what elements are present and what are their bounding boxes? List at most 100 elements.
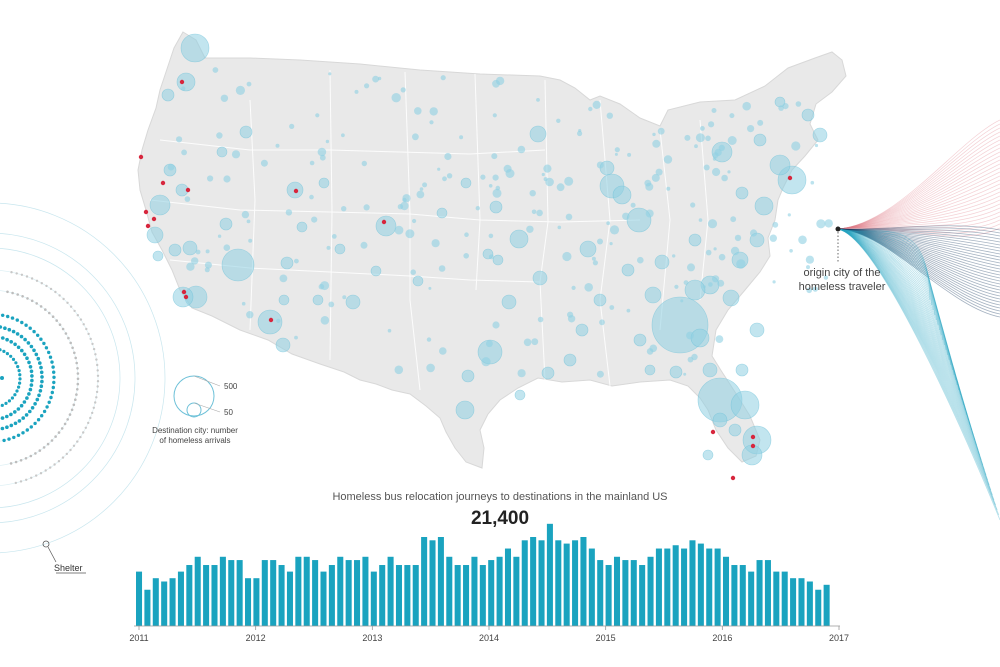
ring-dot (21, 431, 25, 435)
city-bubble (416, 190, 425, 199)
bar (697, 543, 704, 626)
bar (530, 537, 537, 626)
flow-line (837, 228, 974, 436)
city-bubble (541, 172, 545, 177)
flow-line (837, 228, 1000, 521)
city-bubble (429, 107, 438, 116)
city-bubble (742, 101, 751, 111)
ring-dot (17, 385, 21, 389)
ring-dot (45, 405, 49, 409)
city-bubble (708, 121, 715, 128)
bar (328, 565, 335, 626)
city-bubble (422, 182, 428, 188)
city-bubble (400, 87, 406, 93)
flow-line (837, 228, 958, 386)
flow-line (837, 159, 1000, 230)
ring-outer (0, 233, 136, 523)
city-bubble (694, 144, 698, 149)
ring-dot (94, 401, 97, 404)
city-bubble (652, 139, 661, 148)
city-bubble (684, 279, 706, 301)
ring-guide (0, 270, 99, 486)
city-bubble (823, 275, 829, 280)
bar (177, 571, 184, 626)
ring-dot (33, 402, 37, 406)
bar (798, 578, 805, 626)
ring-dot (36, 356, 41, 361)
ring-dot (79, 435, 82, 439)
ring-dot (75, 393, 78, 396)
legend-circle-small (186, 402, 202, 418)
ring-dot (9, 340, 13, 344)
ring-dot (67, 336, 70, 340)
city-bubble (442, 176, 447, 182)
legend-caption: Destination city: number of homeless arr… (152, 426, 238, 445)
city-bubble (609, 242, 613, 246)
ring-dot (72, 444, 76, 447)
ring-dot (49, 466, 52, 469)
city-bubble (320, 316, 330, 325)
flow-line (837, 228, 1000, 282)
destination-city-bubbles (146, 33, 833, 466)
ring-dot (30, 476, 33, 479)
city-bubble (627, 152, 632, 157)
city-bubble (492, 79, 500, 88)
city-bubble (354, 89, 359, 94)
us-map (137, 31, 847, 469)
bar (622, 560, 629, 626)
city-bubble (712, 167, 721, 177)
bar (580, 537, 587, 626)
city-bubble (312, 294, 324, 306)
city-bubble (721, 174, 728, 182)
ring-dot (47, 400, 51, 404)
ring-dot (95, 390, 99, 394)
ring-dot (10, 396, 14, 400)
ring-dot (87, 332, 90, 336)
flow-line (837, 228, 992, 491)
ring-dot (39, 365, 43, 370)
city-bubble (735, 363, 749, 377)
city-bubble (492, 321, 500, 329)
bar (706, 548, 713, 626)
ring-center-dot (0, 376, 4, 380)
city-bubble (294, 258, 299, 264)
city-bubble (741, 444, 763, 466)
ring-dot (33, 421, 37, 426)
ring-dot (10, 316, 15, 320)
bar (286, 571, 293, 626)
bar (546, 523, 553, 626)
flow-line (837, 228, 976, 441)
bar-chart: 2011 2012 2013 2014 2015 2016 2017 (129, 523, 849, 643)
city-bubble (475, 206, 480, 211)
city-bubble (455, 400, 475, 420)
ring-dot (54, 435, 57, 438)
x-tick-label: 2016 (712, 633, 732, 643)
ring-dot (20, 320, 24, 325)
bar (312, 560, 319, 626)
city-bubble (754, 196, 774, 216)
origin-dot (710, 429, 716, 435)
city-bubble (517, 369, 526, 378)
bar (488, 560, 495, 626)
city-bubble (672, 254, 676, 258)
ring-dot (14, 481, 17, 485)
ring-dot (5, 337, 9, 342)
flow-line (837, 228, 990, 486)
origin-dot (143, 209, 149, 215)
ring-dot (65, 452, 69, 456)
city-bubble (537, 316, 544, 323)
city-bubble (180, 33, 210, 63)
city-bubble (342, 295, 347, 300)
city-bubble (285, 209, 293, 216)
ring-dot (3, 326, 7, 331)
bar (739, 565, 746, 626)
ring-dot (29, 425, 33, 429)
city-bubble (579, 240, 597, 258)
bar (370, 571, 377, 626)
flow-line (837, 228, 944, 341)
city-bubble (657, 127, 665, 135)
bar (613, 556, 621, 626)
ring-dot (11, 329, 16, 334)
city-bubble (683, 280, 689, 285)
ring-dot (16, 433, 21, 437)
